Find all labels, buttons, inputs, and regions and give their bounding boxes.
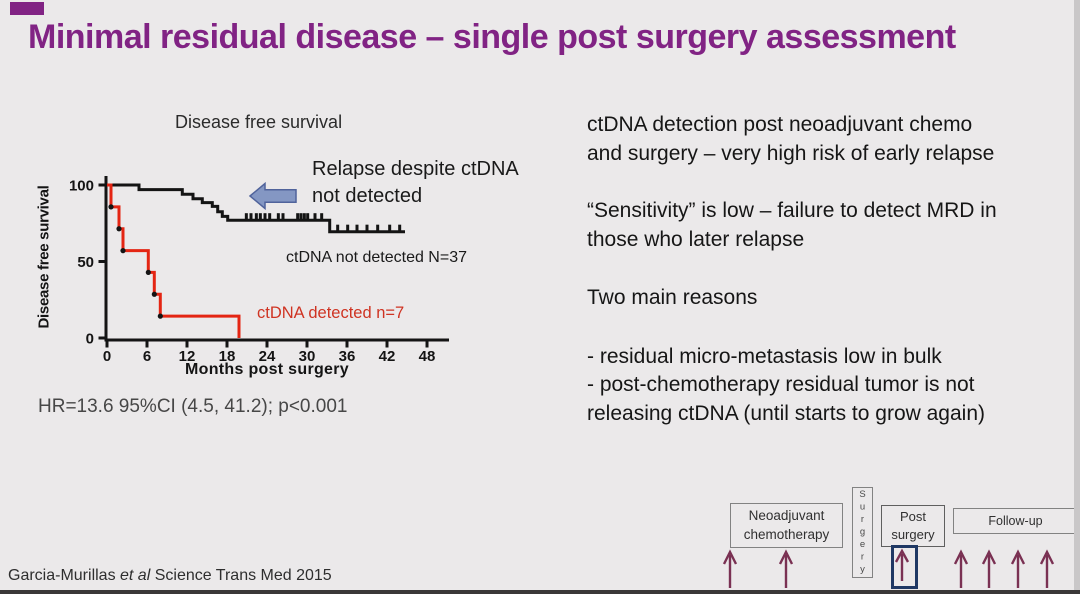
- chart-annotation: Relapse despite ctDNA not detected: [312, 158, 519, 207]
- right-text-paragraph-2: “Sensitivity” is low – failure to detect…: [587, 199, 997, 251]
- timeline-arrows: [722, 548, 1055, 588]
- svg-text:42: 42: [379, 348, 396, 365]
- post-surgery-sample-highlight-box: [891, 545, 918, 589]
- slide-title: Minimal residual disease – single post s…: [28, 18, 956, 56]
- timeline-box-post-surgery: Post surgery: [881, 505, 945, 547]
- x-axis-label: Months post surgery: [185, 361, 349, 378]
- citation-suffix: Science Trans Med 2015: [150, 567, 332, 584]
- right-text-bullet-1: - residual micro-metastasis low in bulk: [587, 345, 942, 368]
- svg-text:48: 48: [419, 348, 436, 365]
- right-edge-shade: [1074, 0, 1080, 594]
- corner-accent-rect: [10, 2, 44, 15]
- up-arrow-icon: [1039, 549, 1055, 588]
- up-arrow-icon: [981, 549, 997, 588]
- y-axis-label: Disease free survival: [35, 185, 53, 329]
- svg-text:6: 6: [143, 348, 151, 365]
- citation-etal: et al: [120, 567, 151, 584]
- right-text-paragraph-3: Two main reasons: [587, 286, 758, 309]
- legend-ctdna-detected: ctDNA detected n=7: [257, 304, 405, 322]
- svg-text:0: 0: [86, 331, 94, 348]
- svg-text:50: 50: [77, 254, 94, 271]
- chart-title: Disease free survival: [175, 112, 343, 132]
- surgery-vertical-label: Surgery: [857, 488, 868, 577]
- up-arrow-icon: [1010, 549, 1026, 588]
- citation-prefix: Garcia-Murillas: [8, 567, 121, 584]
- bottom-edge-bar: [0, 590, 1080, 594]
- left-arrow-icon: [248, 181, 297, 211]
- right-text-bullet-2: - post-chemotherapy residual tumor is no…: [587, 373, 986, 425]
- svg-text:100: 100: [69, 178, 94, 195]
- hazard-ratio-text: HR=13.6 95%CI (4.5, 41.2); p<0.001: [38, 396, 348, 417]
- up-arrow-icon: [722, 549, 738, 588]
- legend-ctdna-not-detected: ctDNA not detected N=37: [286, 249, 467, 266]
- up-arrow-icon: [778, 549, 794, 588]
- timeline-box-surgery: Surgery: [852, 487, 873, 578]
- svg-text:0: 0: [103, 348, 111, 365]
- up-arrow-icon: [953, 549, 969, 588]
- citation: Garcia-Murillas et al Science Trans Med …: [8, 567, 332, 585]
- timeline-box-neoadjuvant-chemotherapy: Neoadjuvant chemotherapy: [730, 503, 843, 548]
- right-text-paragraph-1: ctDNA detection post neoadjuvant chemo a…: [587, 113, 995, 165]
- timeline-box-follow-up: Follow-up: [953, 508, 1078, 534]
